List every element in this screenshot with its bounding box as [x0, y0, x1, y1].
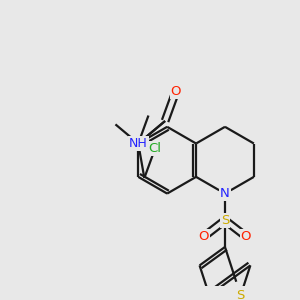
Text: O: O	[241, 230, 251, 243]
Text: NH: NH	[129, 137, 148, 150]
Text: N: N	[220, 187, 230, 200]
Text: S: S	[221, 214, 229, 227]
Text: S: S	[236, 289, 245, 300]
Text: O: O	[171, 85, 181, 98]
Text: Cl: Cl	[148, 142, 162, 155]
Text: O: O	[199, 230, 209, 243]
